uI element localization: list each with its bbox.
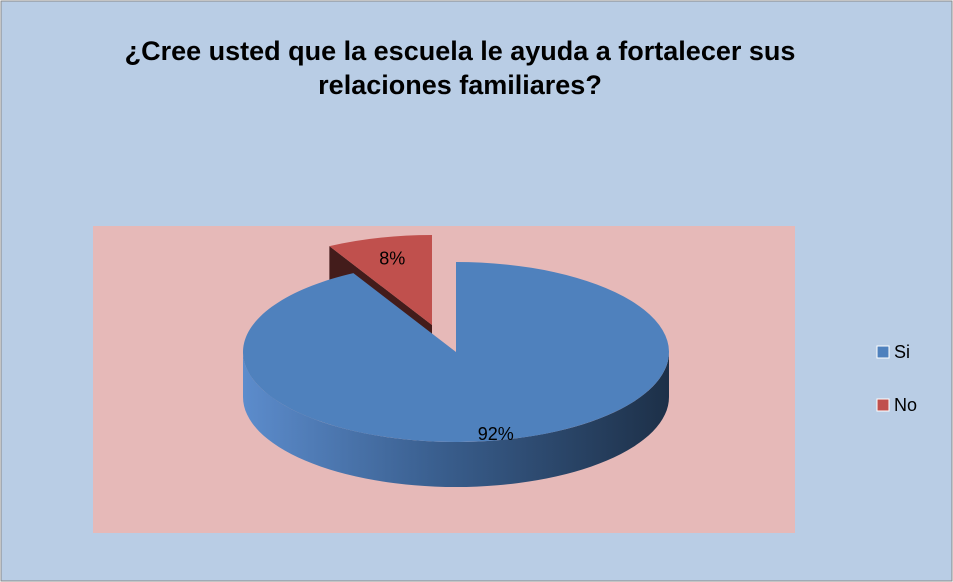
data-label: 8% [379, 248, 405, 268]
pie-slice [329, 235, 432, 325]
legend-label: Si [894, 342, 910, 362]
legend-marker [876, 398, 890, 412]
data-label: 92% [478, 424, 514, 444]
chart-title: ¿Cree usted que la escuela le ayuda a fo… [124, 36, 796, 100]
pie-side [243, 352, 669, 487]
legend-label: No [894, 395, 917, 415]
pie-slice [242, 262, 669, 442]
legend-marker [876, 345, 890, 359]
